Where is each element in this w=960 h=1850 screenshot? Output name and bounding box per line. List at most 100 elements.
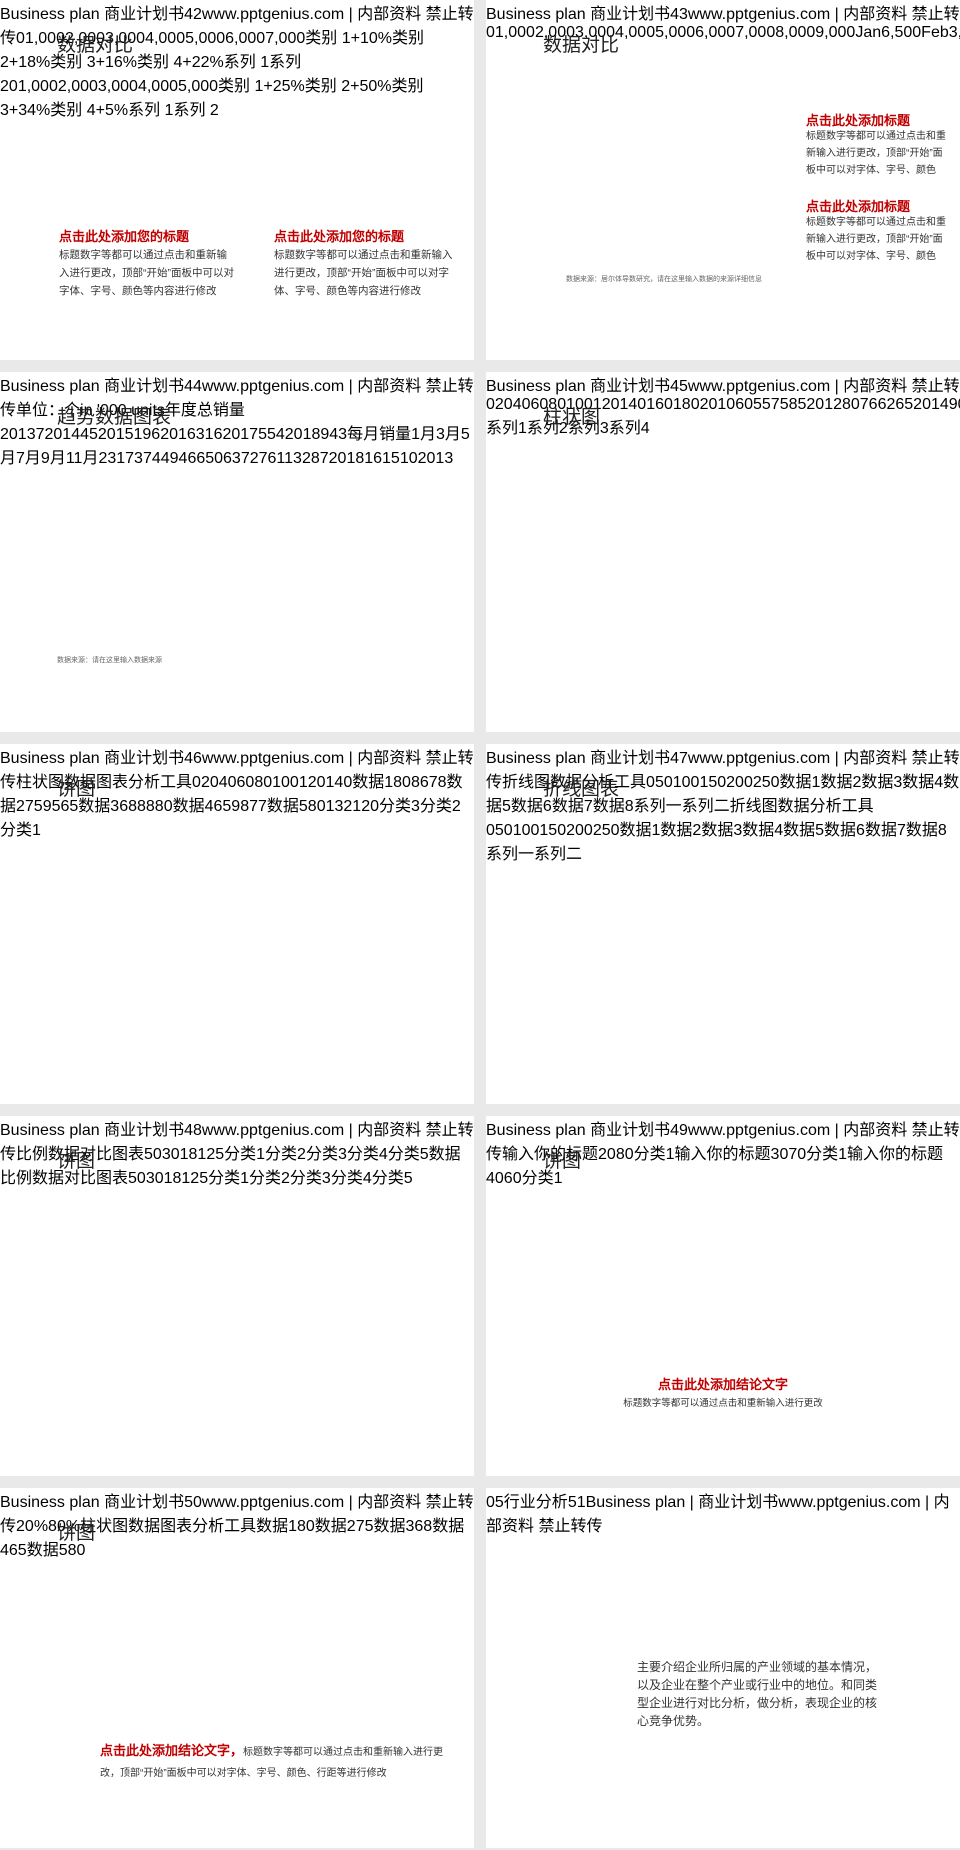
data-label: 30 xyxy=(161,1146,180,1163)
legend-label: 分类1 xyxy=(0,822,41,839)
page-number: 46 xyxy=(184,750,202,767)
y-tick-label: 2,000 xyxy=(64,30,106,47)
x-tick-label: 数据2 xyxy=(660,822,702,839)
chart-title: 柱状图数据图表分析工具 xyxy=(16,774,193,791)
data-label: 60 xyxy=(503,1170,522,1187)
y-tick-label: 0 xyxy=(486,24,495,41)
annotation: +34% xyxy=(8,102,51,119)
legend-label: 分类2 xyxy=(249,1170,290,1187)
data-label: 3,600 xyxy=(948,24,960,41)
slide: Business plan 商业计划书42www.pptgenius.com |… xyxy=(0,0,474,360)
legend-label: 系列 2 xyxy=(0,54,302,95)
y-tick-label: 7,000 xyxy=(735,24,776,41)
section-number: 05 xyxy=(486,1494,504,1511)
block-body: 标题数字等都可以通过点击和重新输入进行更改，顶部“开始”面板中可以对字体、字号、… xyxy=(806,131,946,176)
data-label: 6,500 xyxy=(881,24,922,41)
side-label: 13 xyxy=(435,450,454,467)
footer: www.pptgenius.com | 内部资料 禁止转传 xyxy=(0,1122,474,1163)
side-label: 20 xyxy=(328,450,347,467)
data-label: 68 xyxy=(414,1518,433,1535)
data-label: 80 xyxy=(67,1542,86,1559)
y-tick-label: 50 xyxy=(654,774,673,791)
data-label: 120 xyxy=(352,798,379,815)
legend-label: 系列 2 xyxy=(173,102,219,119)
y-tick-label: 100 xyxy=(566,396,593,413)
side-label: Business plan 商业计划书 xyxy=(486,378,671,395)
x-tick-label: 0 xyxy=(192,774,201,791)
y-tick-label: 数据5 xyxy=(266,798,308,815)
legend-label: 系列二 xyxy=(681,798,730,815)
x-tick-label: 数据5 xyxy=(783,822,825,839)
x-tick-label: 数据5 xyxy=(486,774,960,815)
footer: www.pptgenius.com | 内部资料 禁止转传 xyxy=(687,6,960,23)
y-tick-label: 数据4 xyxy=(0,1518,465,1559)
chart-title: 输入你的标题 xyxy=(502,1146,599,1163)
x-tick-label: 数据2 xyxy=(820,774,862,791)
slide-canvas: Business plan 商业计划书48www.pptgenius.com |… xyxy=(0,1116,474,1188)
page-number: 48 xyxy=(184,1122,202,1139)
slide-title: 饼图 xyxy=(543,1151,582,1172)
legend-label: 分类1 xyxy=(208,1170,250,1187)
y-tick-label: 250 xyxy=(752,774,780,791)
data-label: 78 xyxy=(428,774,447,791)
block-heading: 点击此处添加您的标题 xyxy=(274,229,405,244)
data-label: 80 xyxy=(154,798,173,815)
data-label: 17 xyxy=(116,450,135,467)
x-tick-label: 80 xyxy=(254,774,273,791)
side-label: Business plan 商业计划书 xyxy=(0,1494,185,1511)
block-body: 标题数字等都可以通过点击和重新输入进行更改，顶部“开始”面板中可以对字体、字号、… xyxy=(274,249,453,297)
y-tick-label: 7,000 xyxy=(265,30,306,47)
y-tick-label: 140 xyxy=(619,396,647,413)
x-tick-label: 类别 3 xyxy=(0,78,424,119)
data-label: 62 xyxy=(877,396,896,413)
y-tick-label: 数据1 xyxy=(352,774,394,791)
chart-title: 柱状图数据图表分析工具 xyxy=(80,1518,257,1535)
data-label: 76 xyxy=(258,450,277,467)
x-tick-label: 数据7 xyxy=(864,822,906,839)
y-tick-label: 0 xyxy=(486,822,495,839)
side-label: Business plan 商业计划书 xyxy=(0,1122,185,1139)
data-label: 5 xyxy=(199,1170,209,1187)
y-tick-label: 150 xyxy=(539,822,567,839)
side-label: 18 xyxy=(346,450,365,467)
legend-label: 分类4 xyxy=(346,1146,388,1163)
conclusion: 点击此处添加结论文字 xyxy=(657,1377,788,1392)
footer: www.pptgenius.com | 内部资料 禁止转传 xyxy=(0,1494,474,1535)
y-tick-label: 100 xyxy=(672,774,700,791)
x-tick-label: 数据4 xyxy=(902,774,944,791)
legend-label: 分类1 xyxy=(806,1146,848,1163)
y-tick-label: 0 xyxy=(646,774,655,791)
annotation: +18% xyxy=(8,54,51,71)
data-label: 316 xyxy=(195,426,223,443)
section-body: 主要介绍企业所归属的产业领域的基本情况，以及企业在整个产业或行业中的地位。和同类… xyxy=(637,1660,878,1728)
x-tick-label: 2013 xyxy=(0,426,36,443)
x-tick-label: 2010 xyxy=(699,396,736,413)
data-label: 66 xyxy=(187,450,206,467)
x-tick-label: 数据6 xyxy=(824,822,865,839)
side-label: 20 xyxy=(417,450,436,467)
annotation: +22% xyxy=(182,54,224,71)
x-tick-label: 2014 xyxy=(913,396,949,413)
legend-label: 系列一 xyxy=(633,798,682,815)
page-number: 44 xyxy=(184,378,202,395)
legend-label: 分类3 xyxy=(379,798,420,815)
y-tick-label: 60 xyxy=(530,396,549,413)
legend-label: 系列二 xyxy=(534,846,583,863)
slide-canvas: Business plan 商业计划书50www.pptgenius.com |… xyxy=(0,1488,474,1560)
data-label: 30 xyxy=(145,1170,164,1187)
slide-canvas: Business plan 商业计划书42www.pptgenius.com |… xyxy=(0,0,474,120)
x-tick-label: 2012 xyxy=(806,396,842,413)
y-tick-label: 1,000 xyxy=(494,24,535,41)
data-label: 80 xyxy=(615,1146,634,1163)
x-tick-label: 类别 4 xyxy=(50,102,96,119)
data-label: 50 xyxy=(205,450,224,467)
footer: www.pptgenius.com | 内部资料 禁止转传 xyxy=(486,1494,950,1535)
data-label: 60 xyxy=(735,396,753,413)
x-tick-label: 2017 xyxy=(222,426,259,443)
data-label: 554 xyxy=(258,426,285,443)
chart-title: 比例数据对比图表 xyxy=(16,1146,145,1163)
slide: Business plan 商业计划书44www.pptgenius.com |… xyxy=(0,372,474,732)
annotation: +25% xyxy=(263,78,305,95)
x-tick-label: 类别 2 xyxy=(304,78,351,95)
footer: www.pptgenius.com | 内部资料 禁止转传 xyxy=(687,378,960,395)
